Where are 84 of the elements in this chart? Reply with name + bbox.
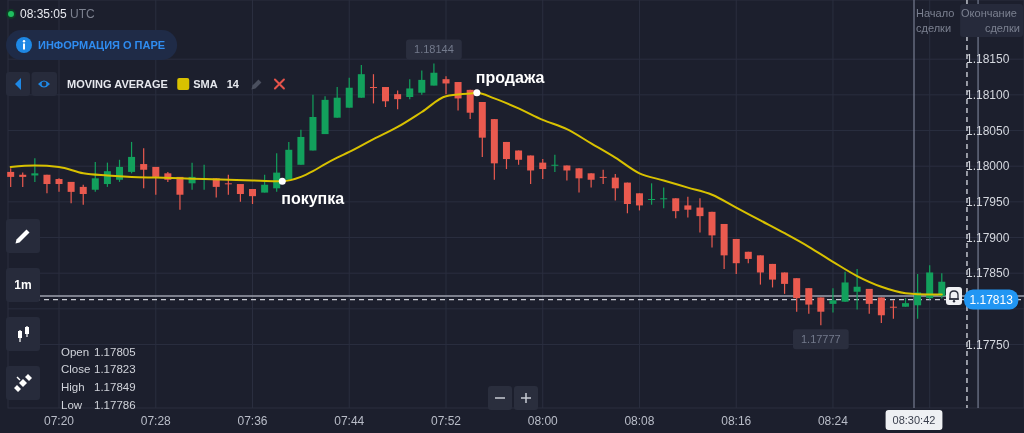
candlestick (442, 75, 450, 95)
candlestick (539, 158, 547, 180)
candlestick (382, 86, 390, 108)
candlestick (7, 167, 15, 188)
annotation: продажа (475, 69, 545, 87)
x-tick-label: 08:08 (624, 414, 655, 428)
candlestick (31, 157, 39, 183)
candlestick (394, 89, 402, 110)
candlestick (357, 64, 365, 99)
candlestick (79, 184, 87, 206)
candlestick (224, 174, 232, 196)
annotation: 1.17786 (94, 399, 136, 411)
candlestick (575, 167, 583, 194)
x-tick-label: 08:16 (721, 414, 752, 428)
candlestick (527, 154, 535, 185)
x-tick-label: 08:24 (817, 414, 849, 428)
annotation: Close (61, 363, 91, 375)
annotation: Low (61, 399, 83, 411)
candlestick (793, 277, 801, 313)
y-tick-label: 1.17950 (966, 194, 1010, 209)
candlestick (333, 86, 341, 119)
candlestick (672, 197, 680, 219)
candlestick (176, 176, 184, 211)
candlestick (563, 164, 571, 182)
candlestick (817, 296, 825, 326)
ref-line-label: 1.17813 (969, 292, 1014, 307)
annotation: Open (61, 346, 90, 358)
candlestick (611, 173, 619, 202)
ref-line-label: Начало сделки (916, 6, 958, 34)
x-tick-label: 07:28 (140, 414, 172, 428)
candlestick (128, 141, 136, 174)
candlestick (696, 197, 704, 234)
candlestick (502, 141, 510, 170)
annotation: 1.17777 (800, 333, 841, 346)
y-tick-label: 1.18100 (966, 87, 1010, 102)
legend-label: SMA (193, 78, 218, 90)
candlestick (345, 77, 353, 109)
y-tick-label: 1.18000 (966, 159, 1010, 174)
candlestick (889, 299, 897, 320)
candlestick (55, 177, 63, 193)
candlestick (648, 182, 656, 206)
candlestick (684, 196, 692, 219)
annotation: 08:35:05 UTC (20, 7, 96, 21)
annotation: 1.18144 (414, 43, 454, 56)
candlestick (430, 62, 438, 87)
annotation: 1.17823 (94, 363, 136, 375)
candlestick (152, 166, 160, 196)
annotation: 1m (14, 278, 32, 292)
y-tick-label: 1.17850 (966, 266, 1010, 281)
candlestick (369, 73, 377, 105)
candlestick (756, 254, 764, 286)
x-tick-label: 07:20 (43, 414, 75, 428)
annotation: ИНФОРМАЦИЯ О ПАРЕ (38, 39, 166, 51)
text: 08:30:42 (892, 414, 936, 426)
candlestick (805, 287, 813, 315)
x-tick-label: 07:52 (431, 414, 462, 428)
candlestick (708, 211, 716, 249)
annotation: High (61, 381, 85, 393)
candlestick (140, 147, 148, 189)
candlestick (829, 287, 837, 314)
candlestick (781, 271, 789, 295)
x-tick-label: 08:00 (527, 414, 559, 428)
candlestick (91, 161, 99, 193)
annotation: 1.17849 (94, 381, 136, 393)
candlestick (418, 70, 426, 96)
candlestick (865, 288, 873, 315)
y-tick-label: 1.18050 (966, 123, 1010, 138)
candlestick (406, 78, 414, 100)
y-tick-label: 1.18150 (966, 52, 1010, 67)
candlestick (841, 271, 849, 303)
annotation: 1.17805 (94, 346, 136, 358)
x-tick-label: 07:44 (334, 414, 365, 428)
y-tick-label: 1.17750 (966, 337, 1010, 352)
candlestick (587, 172, 595, 189)
candlestick (853, 268, 861, 311)
annotation: покупка (281, 189, 345, 207)
candlestick (623, 182, 631, 214)
candlestick (551, 154, 559, 173)
candlestick (660, 186, 668, 209)
legend-title: MOVING AVERAGE (67, 78, 168, 90)
annotation: 14 (226, 78, 240, 90)
candlestick (877, 296, 885, 324)
x-tick-label: 07:36 (237, 414, 268, 428)
y-tick-label: 1.17900 (966, 230, 1010, 245)
